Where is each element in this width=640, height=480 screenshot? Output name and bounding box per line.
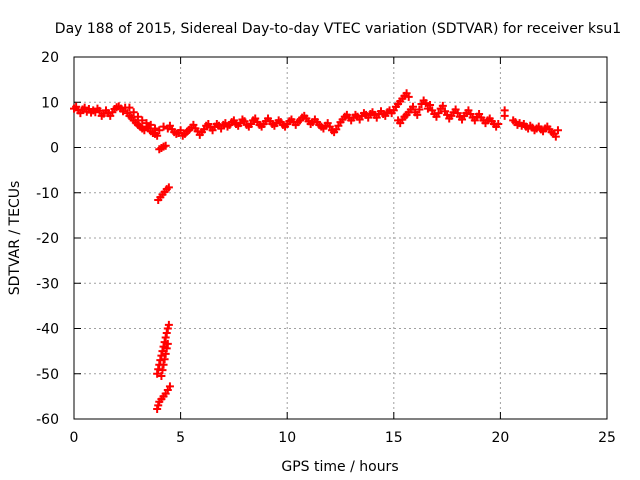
data-point	[129, 108, 138, 117]
data-point	[160, 355, 169, 364]
data-point	[551, 132, 560, 141]
y-tick-label: -60	[36, 412, 59, 428]
x-tick-label: 5	[176, 430, 185, 446]
y-tick-label: -40	[36, 322, 59, 338]
x-axis-label: GPS time / hours	[281, 459, 398, 475]
data-point	[421, 99, 430, 108]
data-point	[146, 120, 155, 129]
data-point	[142, 119, 151, 128]
data-point	[158, 366, 167, 375]
data-point	[155, 126, 164, 135]
data-point	[426, 100, 435, 109]
x-tick-label: 20	[491, 430, 509, 446]
y-tick-label: -30	[36, 276, 59, 292]
y-tick-label: 0	[50, 141, 59, 157]
x-tick-labels: 0 5 10 15 20 25	[70, 430, 616, 446]
data-point	[153, 131, 162, 140]
x-tick-label: 15	[385, 430, 403, 446]
data-point	[553, 126, 562, 135]
data-point	[80, 103, 89, 112]
data-points	[70, 89, 562, 414]
data-point	[159, 360, 168, 369]
data-point	[494, 119, 503, 128]
data-point	[415, 105, 424, 114]
grid-lines	[74, 57, 607, 419]
y-tick-label: -20	[36, 231, 59, 247]
chart-title: Day 188 of 2015, Sidereal Day-to-day VTE…	[55, 21, 621, 37]
data-point	[161, 349, 170, 358]
data-point	[151, 124, 160, 133]
data-point	[162, 329, 171, 338]
data-point	[164, 320, 173, 329]
data-point	[408, 102, 417, 111]
data-point	[404, 92, 413, 101]
y-tick-label: 20	[41, 50, 59, 66]
data-point	[153, 369, 162, 378]
data-point	[165, 382, 174, 391]
data-point	[164, 183, 173, 192]
x-tick-label: 10	[278, 430, 296, 446]
data-point	[161, 333, 170, 342]
data-point	[157, 372, 166, 381]
y-tick-label: -10	[36, 186, 59, 202]
y-tick-label: 10	[41, 95, 59, 111]
x-tick-label: 0	[70, 430, 79, 446]
y-tick-label: -50	[36, 367, 59, 383]
data-point	[138, 116, 147, 125]
y-tick-labels: -60 -50 -40 -30 -20 -10 0 10 20	[36, 50, 59, 428]
data-point	[161, 141, 170, 150]
data-point	[438, 101, 447, 110]
y-axis-label: SDTVAR / TECUs	[7, 181, 23, 296]
x-tick-label: 25	[598, 430, 616, 446]
data-point	[133, 112, 142, 121]
data-point	[434, 109, 443, 118]
data-point	[176, 126, 185, 135]
data-point	[500, 111, 509, 120]
data-point	[125, 103, 134, 112]
data-point	[162, 344, 171, 353]
data-point	[163, 339, 172, 348]
data-point	[413, 110, 422, 119]
plot-frame	[73, 56, 608, 420]
